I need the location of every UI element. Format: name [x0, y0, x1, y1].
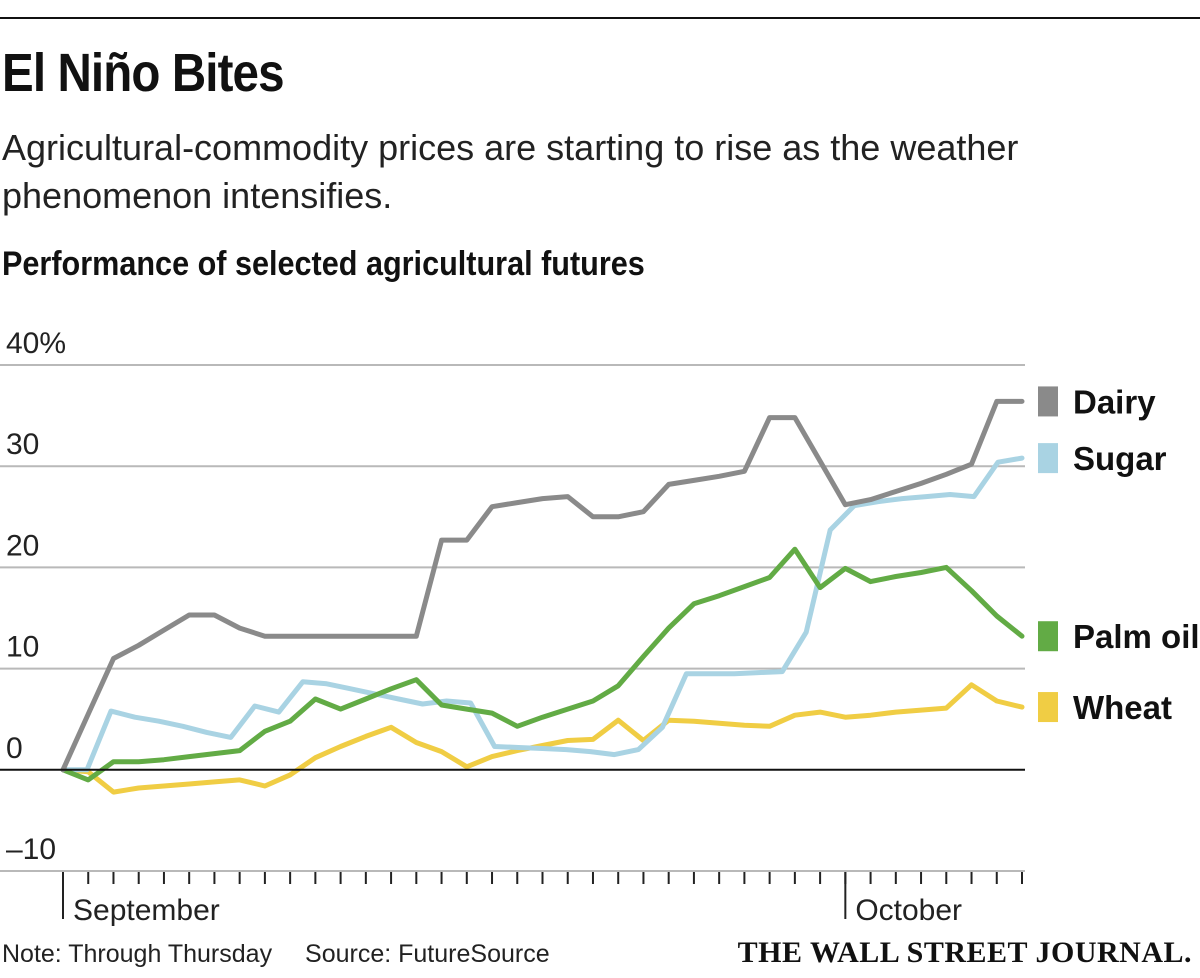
legend-label: Sugar: [1073, 440, 1167, 477]
top-rule: [0, 17, 1200, 19]
y-tick-label: –10: [6, 833, 56, 866]
legend: Dairy Sugar Palm oil Wheat: [1038, 383, 1200, 726]
publisher-credit: THE WALL STREET JOURNAL.: [737, 936, 1192, 969]
y-tick-label: 20: [6, 529, 39, 562]
footnote: Note: Through Thursday Source: FutureSou…: [2, 940, 550, 969]
y-tick-label: 10: [6, 631, 39, 664]
legend-swatch: [1038, 692, 1058, 723]
series-lines: [0, 398, 1025, 795]
legend-item-wheat: Wheat: [1038, 689, 1172, 726]
gridlines: 40% 30 20 10 0 –10: [0, 327, 1025, 872]
legend-label: Palm oil: [1073, 618, 1200, 655]
legend-item-sugar: Sugar: [1038, 440, 1167, 477]
legend-swatch: [1038, 443, 1058, 474]
source-text: Source: FutureSource: [305, 940, 550, 968]
x-axis: September October: [62, 872, 1023, 927]
legend-item-palm-oil: Palm oil: [1038, 618, 1200, 655]
legend-item-dairy: Dairy: [1038, 383, 1156, 420]
series-line-wheat: [60, 682, 1025, 795]
legend-swatch: [1038, 621, 1058, 652]
y-tick-label: 0: [6, 732, 23, 765]
y-tick-label: 40%: [6, 327, 66, 360]
legend-swatch: [1038, 386, 1058, 417]
y-tick-label: 30: [6, 428, 39, 461]
x-month-label: October: [855, 894, 962, 927]
series-line-dairy: [60, 398, 1025, 773]
note-text: Note: Through Thursday: [2, 940, 273, 968]
x-month-label: September: [73, 894, 220, 927]
headline: El Niño Bites: [2, 43, 285, 103]
legend-label: Dairy: [1073, 383, 1156, 420]
series-line-sugar: [60, 455, 1025, 773]
legend-label: Wheat: [1073, 689, 1172, 726]
chart-title: Performance of selected agricultural fut…: [2, 245, 645, 283]
series-line-palm-oil: [60, 546, 1025, 783]
subtitle: Agricultural-commodity prices are starti…: [2, 127, 1019, 216]
